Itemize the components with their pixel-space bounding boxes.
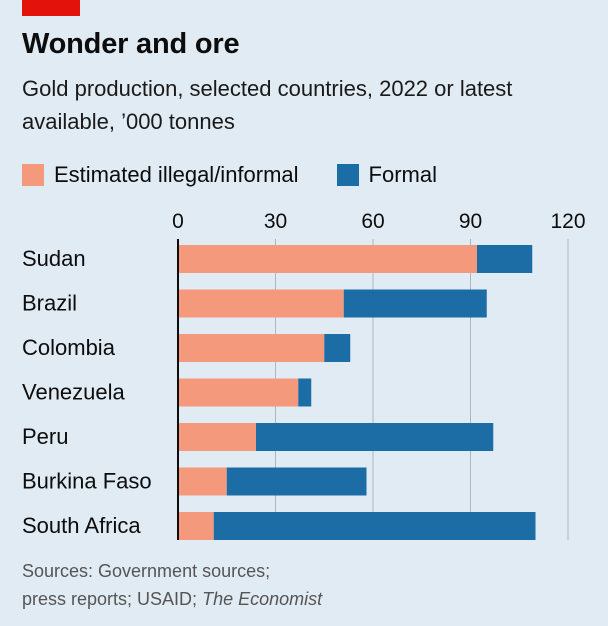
legend-item-formal: Formal (336, 162, 437, 188)
bar-formal-5 (226, 467, 367, 496)
x-tick-label-120: 120 (550, 210, 585, 233)
bar-informal-0 (178, 245, 477, 273)
bar-informal-5 (178, 467, 227, 496)
bar-formal-1 (343, 289, 487, 318)
bar-informal-4 (178, 423, 256, 451)
sources-text: press reports; USAID; (22, 589, 198, 609)
category-label-3: Venezuela (22, 380, 126, 405)
category-label-5: Burkina Faso (22, 469, 152, 494)
bar-informal-2 (178, 334, 325, 362)
category-label-4: Peru (22, 424, 68, 449)
bar-formal-6 (213, 512, 536, 540)
bar-formal-0 (477, 245, 533, 273)
legend-item-informal: Estimated illegal/informal (22, 162, 299, 188)
sources-note: Sources: Government sources; press repor… (22, 557, 322, 613)
sources-line-2: press reports; USAID; The Economist (22, 585, 322, 613)
bar-formal-4 (256, 423, 494, 451)
bar-informal-6 (178, 512, 214, 540)
legend-swatch-formal (336, 164, 359, 186)
chart-title: Wonder and ore (22, 28, 240, 60)
category-label-2: Colombia (22, 335, 116, 360)
legend: Estimated illegal/informal Formal (22, 162, 475, 188)
legend-label-formal: Formal (368, 162, 437, 187)
x-tick-label-60: 60 (361, 210, 384, 233)
category-label-0: Sudan (22, 246, 86, 271)
bar-formal-2 (324, 334, 351, 362)
bar-chart: 0 30 60 90 120 Sudan Brazil Colombia Venezuela Pe… (22, 210, 586, 540)
x-tick-label-0: 0 (172, 210, 184, 233)
x-tick-label-90: 90 (459, 210, 482, 233)
chart-subtitle: Gold production, selected countries, 202… (22, 76, 513, 134)
x-tick-label-30: 30 (264, 210, 287, 233)
sources-line-1: Sources: Government sources; (22, 561, 271, 581)
bar-informal-3 (178, 378, 299, 407)
bar-informal-1 (178, 289, 344, 318)
legend-swatch-informal (22, 164, 44, 186)
brand-tag (22, 0, 80, 16)
category-label-1: Brazil (22, 291, 77, 316)
category-label-6: South Africa (22, 513, 141, 538)
bar-formal-3 (298, 378, 312, 407)
sources-publication: The Economist (202, 589, 323, 609)
legend-label-informal: Estimated illegal/informal (54, 162, 299, 187)
